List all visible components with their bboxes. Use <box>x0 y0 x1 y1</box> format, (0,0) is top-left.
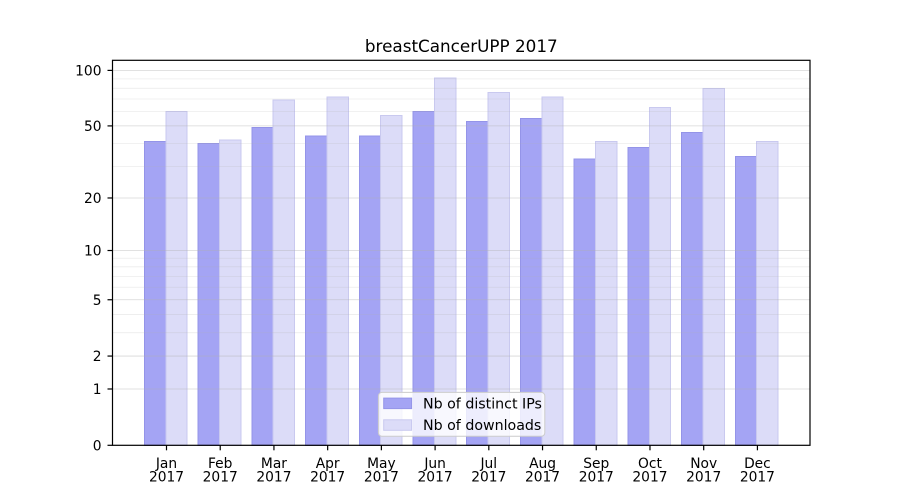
x-tick-label-month: Dec <box>744 456 771 472</box>
x-tick-label-month: Jun <box>423 456 446 472</box>
y-tick-label: 20 <box>84 191 102 207</box>
x-tick-label-year: 2017 <box>364 470 399 486</box>
x-tick-label-year: 2017 <box>149 470 184 486</box>
legend-label-downloads: Nb of downloads <box>423 418 541 434</box>
x-tick-label-month: May <box>367 456 396 472</box>
y-tick-label: 100 <box>75 63 101 79</box>
x-tick-label-month: Oct <box>638 456 662 472</box>
bar-distinct-ips-apr <box>305 135 328 446</box>
bar-distinct-ips-jan <box>143 141 167 446</box>
bar-distinct-ips-feb <box>197 143 221 446</box>
bar-distinct-ips-nov <box>681 132 704 446</box>
x-tick-label-month: Mar <box>261 456 287 472</box>
y-tick-label: 0 <box>93 438 102 454</box>
bar-downloads-jan <box>165 110 188 446</box>
y-tick-label: 1 <box>93 382 102 398</box>
bar-downloads-sep <box>595 141 618 446</box>
x-tick-label-year: 2017 <box>310 470 345 486</box>
x-tick-label-year: 2017 <box>632 470 667 486</box>
x-tick-label-month: Jul <box>479 456 497 472</box>
axes-spines <box>111 59 811 446</box>
x-tick-label-year: 2017 <box>740 470 775 486</box>
x-tick-label-year: 2017 <box>256 470 291 486</box>
bar-downloads-dec <box>756 141 779 446</box>
bar-distinct-ips-oct <box>627 147 650 446</box>
x-tick-label-year: 2017 <box>418 470 453 486</box>
bar-downloads-apr <box>326 96 349 446</box>
bar-downloads-mar <box>272 99 296 446</box>
bar-distinct-ips-dec <box>734 155 758 446</box>
bar-downloads-feb <box>219 139 242 446</box>
x-tick-label-year: 2017 <box>471 470 506 486</box>
legend-box <box>377 391 546 437</box>
bar-distinct-ips-may <box>358 135 382 446</box>
y-tick-label: 5 <box>93 293 102 309</box>
legend-swatch-distinct-ips <box>383 397 413 410</box>
x-tick-label-month: Aug <box>529 456 556 472</box>
x-tick-label-year: 2017 <box>203 470 238 486</box>
legend-swatch-downloads <box>383 419 413 431</box>
y-tick-label: 2 <box>93 349 102 365</box>
bar-downloads-jun <box>433 77 457 446</box>
x-tick-label-year: 2017 <box>579 470 614 486</box>
x-tick-label-year: 2017 <box>686 470 721 486</box>
y-tick-label: 50 <box>84 119 102 135</box>
y-tick-label: 10 <box>84 244 102 260</box>
x-tick-label-month: Apr <box>316 456 340 472</box>
x-tick-label-month: Feb <box>208 456 232 472</box>
x-tick-label-year: 2017 <box>525 470 560 486</box>
bar-distinct-ips-mar <box>251 127 274 446</box>
chart-title: breastCancerUPP 2017 <box>365 36 558 56</box>
x-tick-label-month: Sep <box>583 456 609 472</box>
x-tick-label-month: Nov <box>690 456 717 472</box>
bar-downloads-aug <box>541 96 564 446</box>
x-tick-label-month: Jan <box>155 456 177 472</box>
bar-distinct-ips-sep <box>573 158 597 446</box>
legend-label-distinct-ips: Nb of distinct IPs <box>423 397 542 413</box>
